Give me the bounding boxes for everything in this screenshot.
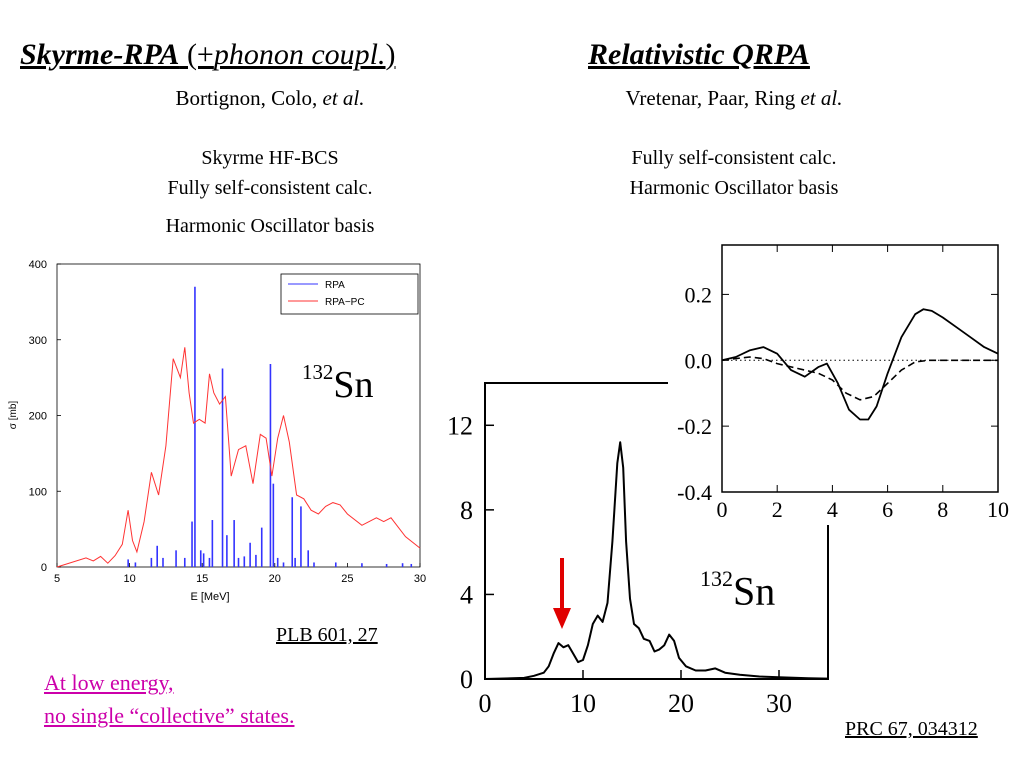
left-authors-etal: et al. bbox=[322, 86, 365, 110]
inset-chart-frame bbox=[721, 244, 999, 493]
left-desc-line-3: Harmonic Oscillator basis bbox=[165, 215, 375, 237]
middle-nucleus-symbol: Sn bbox=[733, 568, 776, 614]
right-desc-line-1: Fully self-consistent calc. bbox=[631, 147, 837, 169]
red-arrow-head bbox=[553, 608, 571, 629]
x-tick-label: 5 bbox=[54, 573, 60, 585]
y-tick-label: 0 bbox=[41, 562, 47, 574]
right-authors-etal: et al. bbox=[800, 86, 843, 110]
legend-label-rpa-pc: RPA−PC bbox=[325, 297, 365, 308]
middle-chart-frame bbox=[484, 382, 829, 680]
right-description: Fully self-consistent calc. Harmonic Osc… bbox=[584, 143, 884, 203]
y-tick-label: 400 bbox=[29, 259, 47, 271]
left-nucleus-label: 132Sn bbox=[302, 360, 373, 407]
y-tick-label: 12 bbox=[447, 411, 473, 440]
y-tick-label: 0.2 bbox=[685, 282, 713, 307]
y-tick-label: 4 bbox=[460, 580, 473, 609]
x-tick-label: 10 bbox=[987, 497, 1009, 522]
y-tick-label: 200 bbox=[29, 411, 47, 423]
x-tick-label: 10 bbox=[570, 689, 596, 718]
strength-curve bbox=[484, 441, 829, 680]
rpa-pc-line bbox=[56, 347, 421, 568]
right-reference[interactable]: PRC 67, 034312 bbox=[845, 718, 978, 740]
y-tick-label: 0.0 bbox=[685, 348, 713, 373]
left-nucleus-symbol: Sn bbox=[333, 363, 374, 406]
low-energy-note: At low energy, no single “collective” st… bbox=[44, 666, 294, 732]
left-desc-line-1: Skyrme HF-BCS bbox=[201, 147, 339, 169]
x-tick-label: 20 bbox=[668, 689, 694, 718]
middle-nucleus-label: 132Sn bbox=[700, 566, 775, 615]
left-nucleus-mass: 132 bbox=[302, 360, 334, 384]
x-tick-label: 0 bbox=[479, 689, 492, 718]
red-arrow bbox=[553, 558, 571, 629]
left-authors: Bortignon, Colo, et al. bbox=[120, 86, 420, 111]
inset-chart: 0 2 4 6 8 10 -0.4 -0.2 0.0 0.2 bbox=[668, 240, 1024, 525]
left-title-coupling: phonon coupl. bbox=[213, 38, 386, 71]
left-title: Skyrme-RPA (+phonon coupl.) bbox=[20, 38, 396, 72]
x-tick-label: 2 bbox=[772, 497, 783, 522]
y-tick-label: -0.2 bbox=[677, 414, 712, 439]
right-authors-names: Vretenar, Paar, Ring bbox=[625, 86, 801, 110]
x-tick-label: 6 bbox=[882, 497, 893, 522]
legend-label-rpa: RPA bbox=[325, 280, 345, 291]
y-tick-label: -0.4 bbox=[677, 480, 712, 505]
y-tick-label: 8 bbox=[460, 496, 473, 525]
left-chart-legend: RPA RPA−PC bbox=[280, 273, 419, 315]
y-tick-label: 300 bbox=[29, 335, 47, 347]
right-title: Relativistic QRPA bbox=[588, 38, 810, 71]
right-authors: Vretenar, Paar, Ring et al. bbox=[584, 86, 884, 111]
x-tick-label: 25 bbox=[341, 573, 353, 585]
right-desc-line-2: Harmonic Oscillator basis bbox=[629, 177, 839, 199]
left-chart-xlabel: E [MeV] bbox=[190, 591, 229, 603]
x-tick-label: 4 bbox=[827, 497, 838, 522]
left-description: Skyrme HF-BCS Fully self-consistent calc… bbox=[120, 143, 420, 241]
left-desc-line-2: Fully self-consistent calc. bbox=[167, 177, 373, 199]
inset-chart-plot: 0 2 4 6 8 10 -0.4 -0.2 0.0 0.2 bbox=[677, 244, 1009, 522]
x-tick-label: 30 bbox=[766, 689, 792, 718]
x-tick-label: 10 bbox=[123, 573, 135, 585]
left-title-paren-close: ) bbox=[385, 38, 396, 71]
y-tick-label: 0 bbox=[460, 665, 473, 694]
transition-density-solid bbox=[721, 308, 999, 421]
left-authors-names: Bortignon, Colo, bbox=[175, 86, 323, 110]
left-reference[interactable]: PLB 601, 27 bbox=[276, 624, 378, 646]
note-line-2: no single “collective” states. bbox=[44, 703, 295, 728]
x-tick-label: 8 bbox=[937, 497, 948, 522]
transition-density-dashed bbox=[721, 356, 998, 401]
x-tick-label: 20 bbox=[269, 573, 281, 585]
left-title-method: Skyrme-RPA bbox=[20, 38, 180, 71]
middle-nucleus-mass: 132 bbox=[700, 566, 733, 591]
left-chart-ylabel: σ [mb] bbox=[8, 401, 19, 430]
y-tick-label: 100 bbox=[29, 486, 47, 498]
x-tick-label: 30 bbox=[414, 573, 426, 585]
x-tick-label: 0 bbox=[717, 497, 728, 522]
inset-background bbox=[668, 240, 1024, 525]
left-title-paren-open: (+ bbox=[179, 38, 214, 71]
legend-box bbox=[280, 273, 419, 315]
x-tick-label: 15 bbox=[196, 573, 208, 585]
note-line-1: At low energy, bbox=[44, 670, 174, 695]
